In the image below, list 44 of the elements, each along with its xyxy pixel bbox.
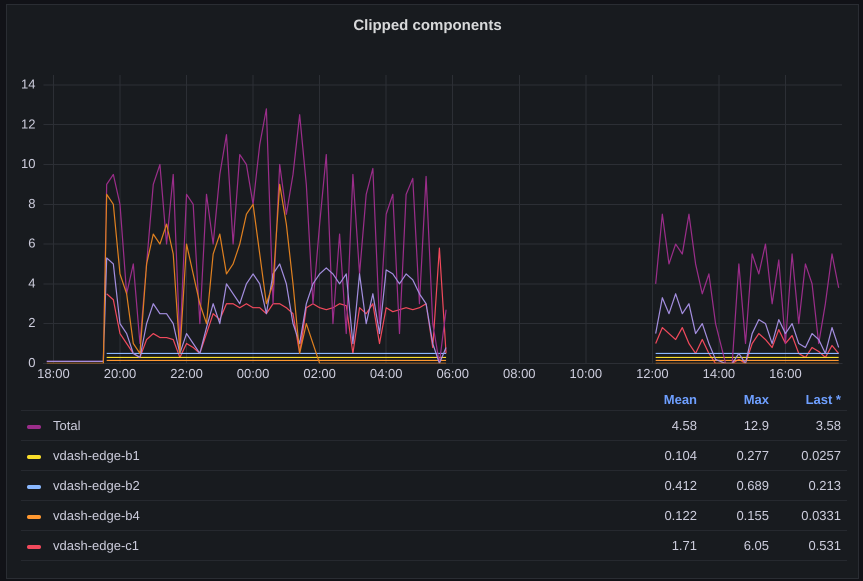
text: 1.71: [631, 530, 703, 560]
x-tick-label: 22:00: [170, 366, 203, 381]
x-tick-label: 12:00: [636, 366, 669, 381]
x-tick-label: 08:00: [502, 366, 536, 381]
legend-label: Total: [21, 410, 631, 440]
y-tick-label: 12: [20, 116, 36, 132]
x-tick-label: 02:00: [303, 366, 336, 381]
chart-title: Clipped components: [353, 17, 502, 34]
text: 0.531: [775, 530, 847, 560]
text: 12.9: [703, 410, 775, 440]
y-tick-label: 6: [28, 236, 36, 251]
text: Max: [703, 388, 775, 410]
text: 0.122: [631, 500, 703, 530]
text: 3.58: [775, 410, 847, 440]
text: 0.0331: [775, 500, 847, 530]
y-tick-label: 8: [28, 196, 36, 211]
x-tick-label: 10:00: [570, 366, 602, 381]
text: Last *: [775, 388, 847, 410]
legend-label: vdash-edge-b1: [21, 440, 631, 470]
text: 0.0257: [775, 440, 847, 470]
y-tick-label: 0: [28, 354, 36, 370]
legend-label: vdash-edge-c1: [21, 530, 631, 560]
text: 0.213: [775, 470, 847, 500]
x-tick-label: 04:00: [370, 366, 402, 381]
legend-label: vdash-edge-b2: [21, 470, 631, 500]
text: 6.05: [703, 530, 775, 560]
x-tick-label: 20:00: [104, 366, 136, 381]
x-tick-label: 00:00: [236, 366, 270, 381]
x-tick-label: 16:00: [769, 366, 802, 381]
text: 0.277: [703, 440, 775, 470]
y-tick-label: 2: [28, 315, 36, 330]
y-tick-label: 14: [20, 76, 36, 92]
text: Mean: [631, 388, 703, 410]
x-tick-label: 18:00: [37, 366, 70, 381]
text: 4.58: [631, 410, 703, 440]
x-tick-label: 06:00: [436, 366, 469, 381]
y-tick-label: 4: [28, 275, 36, 290]
text: 0.155: [703, 500, 775, 530]
text: 0.689: [703, 470, 775, 500]
legend-label: vdash-edge-b4: [21, 500, 631, 530]
y-tick-label: 10: [20, 156, 36, 172]
text: 0.412: [631, 470, 703, 500]
text: 0.104: [631, 440, 703, 470]
x-tick-label: 14:00: [702, 366, 736, 381]
